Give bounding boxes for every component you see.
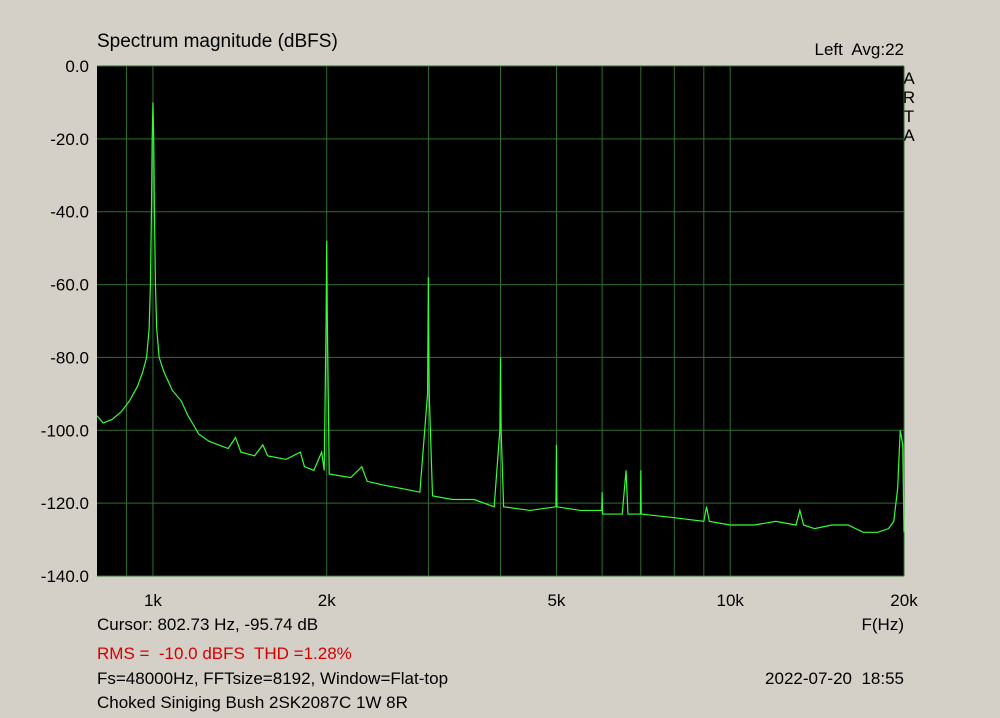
x-tick-label: 10k bbox=[717, 591, 745, 610]
x-tick-label: 2k bbox=[318, 591, 336, 610]
settings: Fs=48000Hz, FFTsize=8192, Window=Flat-to… bbox=[97, 669, 448, 688]
y-tick-label: -20.0 bbox=[50, 130, 89, 149]
y-tick-label: -80.0 bbox=[50, 348, 89, 367]
timestamp: 2022-07-20 18:55 bbox=[765, 669, 904, 688]
y-tick-label: -120.0 bbox=[41, 494, 89, 513]
y-tick-label: 0.0 bbox=[65, 57, 89, 76]
cursor-readout: Cursor: 802.73 Hz, -95.74 dB bbox=[97, 615, 318, 634]
chart-title: Spectrum magnitude (dBFS) bbox=[97, 31, 338, 52]
y-tick-label: -60.0 bbox=[50, 276, 89, 295]
spectrum-line bbox=[96, 102, 905, 533]
measurement: RMS = -10.0 dBFS THD =1.28% bbox=[97, 644, 352, 663]
x-tick-label: 1k bbox=[144, 591, 162, 610]
y-tick-label: -140.0 bbox=[41, 567, 89, 586]
brand: ARTA bbox=[900, 69, 919, 145]
x-tick-label: 20k bbox=[890, 591, 918, 610]
x-tick-label: 5k bbox=[547, 591, 565, 610]
y-tick-label: -100.0 bbox=[41, 421, 89, 440]
caption: Choked Siniging Bush 2SK2087C 1W 8R bbox=[97, 693, 408, 712]
channel-label: Left Avg:22 bbox=[815, 40, 904, 59]
x-axis-label: F(Hz) bbox=[862, 615, 904, 634]
y-tick-label: -40.0 bbox=[50, 203, 89, 222]
